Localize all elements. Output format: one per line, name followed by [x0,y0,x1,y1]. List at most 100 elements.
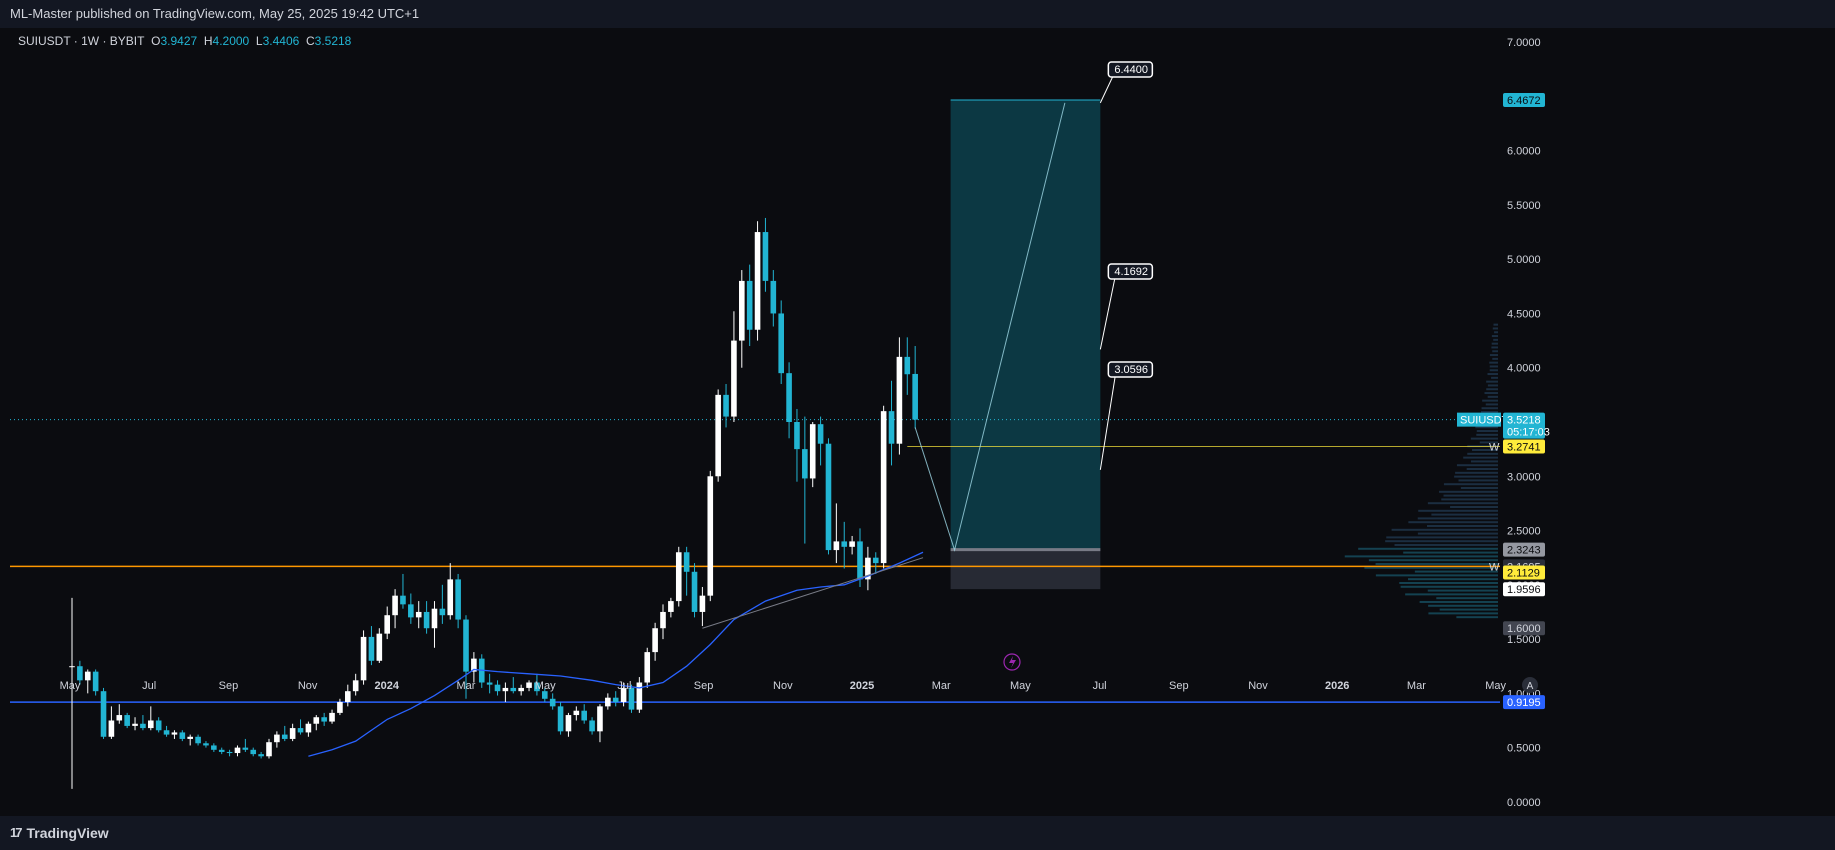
y-tick-label: 4.5000 [1507,308,1541,320]
volume-profile-bar [1480,411,1498,414]
candles [69,217,918,789]
price-label-prefix: W [1489,561,1500,573]
candle-body [203,743,209,746]
volume-profile-bar [1482,399,1498,402]
volume-profile-bar [1443,494,1498,497]
candle-body [534,682,540,692]
candle-body [888,411,895,444]
price-label-box [1503,695,1545,710]
volume-profile-bar [1408,521,1498,524]
candle-body [668,601,674,612]
candle-body [494,684,501,692]
x-tick-label: Mar [1407,680,1426,692]
candle-body [297,728,304,733]
volume-profile-bar [1405,593,1498,596]
price-label-box [1503,92,1545,107]
volume-profile-bar [1489,354,1498,357]
candle-body [542,691,548,699]
candle-body [739,280,745,341]
candle-body [195,736,201,744]
candle-body [408,604,414,618]
x-tick-label: Jul [1093,680,1107,692]
volume-profile-bar [1491,376,1498,379]
volume-profile-bar [1463,456,1498,459]
candle-body [549,698,556,707]
current-price-symbol-box [1457,412,1501,427]
volume-profile-bar [1428,604,1498,607]
volume-profile-bar [1455,471,1498,474]
volume-profile-bar [1481,407,1498,410]
volume-profile-bar [1417,517,1498,520]
candle-body [77,666,83,681]
price-label-box [1503,439,1545,454]
candle-body [849,541,855,547]
chart-pane[interactable]: 7.00006.50006.00005.50005.00004.50004.00… [10,28,1825,816]
volume-profile-bar [1391,528,1498,531]
tradingview-logo[interactable]: 17 TradingView [10,816,109,850]
trend-line [702,557,924,629]
candle-body [872,557,879,564]
candle-body [148,720,154,729]
price-label-box [1503,582,1545,597]
y-tick-label: 6.0000 [1507,146,1541,158]
y-tick-label: 7.0000 [1507,37,1541,49]
current-price-symbol: SUIUSDT [1460,415,1509,427]
candle-body [880,411,887,564]
position-zones [950,99,1101,590]
y-tick-label: 0.5000 [1507,743,1541,755]
volume-profile-bar [1491,342,1498,345]
target-callouts: 6.4400 4.1692 3.0596 [1099,61,1154,470]
candle-body [187,736,193,739]
candle-body [557,706,564,732]
volume-profile-bar [1458,479,1498,482]
x-tick-label: Mar [932,680,951,692]
volume-profile-bar [1358,547,1498,550]
price-label-prefix: W [1489,442,1500,454]
price-label-box [1503,621,1545,636]
y-tick-label: 4.0000 [1507,363,1541,375]
candle-body [258,754,264,757]
volume-profile-bar [1476,433,1498,436]
y-tick-label: 1.5000 [1507,634,1541,646]
volume-profile-bar [1491,346,1498,349]
candle-body [92,671,99,692]
price-chart[interactable]: 7.00006.50006.00005.50005.00004.50004.00… [10,28,1825,816]
volume-profile-bar [1428,612,1498,615]
volume-profile-bar [1439,490,1498,493]
candle-body [904,356,911,375]
x-tick-label: Nov [773,680,793,692]
auto-scale-icon[interactable]: A [1522,677,1538,693]
candle-body [132,723,138,726]
overlays [308,102,1066,757]
volume-profile-bar [1454,475,1498,478]
volume-profile-bar [1489,365,1498,368]
candle-body [912,373,918,420]
published-text: ML-Master published on TradingView.com, … [10,6,420,21]
volume-profile-bar [1487,395,1498,398]
candle-body [400,595,406,605]
volume-profile-bar [1414,570,1498,573]
candle-body [179,732,186,739]
candle-body [581,710,587,721]
candle-body [589,720,595,732]
svg-text:A: A [1527,681,1534,692]
volume-profile-bar [1489,361,1498,364]
candle-body [896,356,903,444]
price-label-box [1503,542,1545,557]
current-price-box [1503,412,1545,439]
callout-box [1107,61,1154,78]
candle-body [715,394,721,477]
flash-icon[interactable] [1003,653,1021,671]
candle-body [754,232,761,330]
volume-profile-bar [1493,338,1498,341]
candle-body [266,742,272,757]
x-tick-label: 2024 [375,680,400,692]
candle-body [352,680,359,692]
price-label-text: 6.4672 [1507,95,1541,107]
callout-box [1107,361,1154,378]
candle-body [597,706,603,732]
candle-body [802,449,808,479]
price-label-text: 2.3243 [1507,545,1541,557]
candle-body [644,652,651,683]
volume-profile-bar [1443,483,1498,486]
